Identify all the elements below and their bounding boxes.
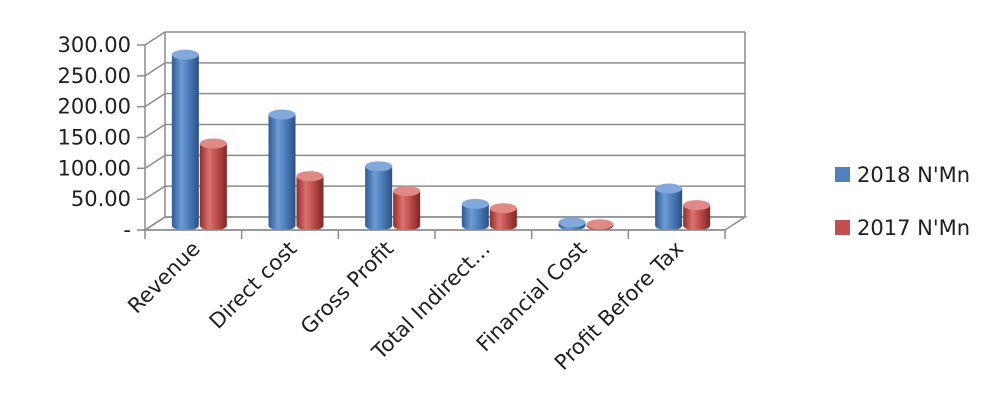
y-tick-label: - xyxy=(123,218,131,242)
bar xyxy=(586,219,614,231)
y-tick-label: 50.00 xyxy=(71,187,131,211)
bar xyxy=(558,217,586,231)
y-axis: - 50.00 100.00 150.00 200.00 250.00 300.00 xyxy=(58,33,146,242)
x-category-label: Direct cost xyxy=(205,237,302,334)
y-tick-label: 200.00 xyxy=(58,95,131,119)
bar xyxy=(393,185,421,231)
bar-body xyxy=(683,205,711,231)
bar xyxy=(683,200,711,231)
bar-top xyxy=(199,138,227,149)
plot-frame xyxy=(142,31,748,231)
bar-top xyxy=(365,161,393,172)
bar-top xyxy=(461,198,489,209)
bar xyxy=(655,183,683,231)
side-wall-gridline xyxy=(144,154,166,169)
x-category-label: Gross Profit xyxy=(296,237,398,339)
bar-body xyxy=(655,188,683,231)
bar-body xyxy=(199,143,227,231)
legend: 2018 N'Mn 2017 N'Mn xyxy=(835,163,970,240)
y-tick-label: 150.00 xyxy=(58,126,131,150)
bar xyxy=(268,109,296,231)
y-tick-label: 300.00 xyxy=(58,33,131,57)
bar-top xyxy=(296,171,324,182)
bar-top xyxy=(171,49,199,60)
bar-top xyxy=(558,217,586,228)
legend-swatch xyxy=(835,220,850,235)
legend-label: 2018 N'Mn xyxy=(857,163,970,187)
bar xyxy=(489,203,517,231)
side-wall-gridline xyxy=(144,93,166,108)
bar-top xyxy=(655,183,683,194)
legend-swatch xyxy=(835,167,850,182)
bar xyxy=(365,161,393,231)
bar-top xyxy=(489,203,517,214)
side-wall-gridline xyxy=(144,185,166,200)
x-category-label: Revenue xyxy=(123,237,205,319)
bar-body xyxy=(365,166,393,231)
bar-top xyxy=(268,109,296,120)
bar-body xyxy=(296,176,324,231)
bar-body xyxy=(171,54,199,231)
legend-label: 2017 N'Mn xyxy=(857,216,970,240)
bar-body xyxy=(268,114,296,231)
bar-top xyxy=(393,185,421,196)
side-wall-gridline xyxy=(144,31,166,46)
y-tick-label: 100.00 xyxy=(58,156,131,180)
side-wall-gridline xyxy=(144,123,166,139)
side-wall-gridline xyxy=(144,62,166,77)
floor xyxy=(142,216,748,231)
bars xyxy=(171,49,711,231)
bar-top xyxy=(683,200,711,211)
bar-body xyxy=(393,190,421,231)
bar xyxy=(296,171,324,231)
bar-top xyxy=(586,219,614,230)
bar-body xyxy=(461,203,489,231)
bar xyxy=(461,198,489,231)
y-tick-label: 250.00 xyxy=(58,64,131,88)
bar xyxy=(199,138,227,231)
bar-body xyxy=(489,208,517,231)
bar xyxy=(171,49,199,231)
